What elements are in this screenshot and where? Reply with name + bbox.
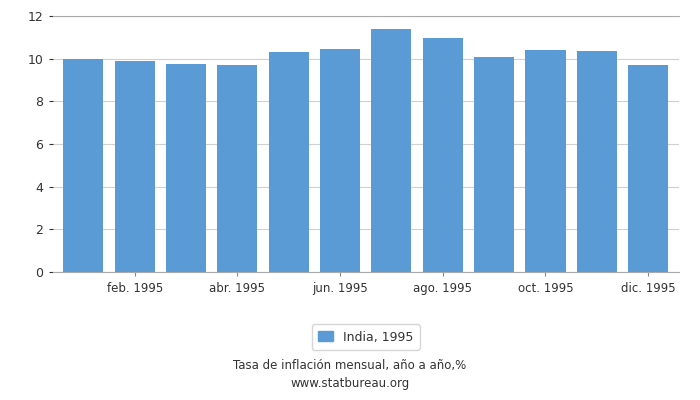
Text: www.statbureau.org: www.statbureau.org [290, 378, 410, 390]
Bar [526, 50, 566, 272]
Bar [115, 62, 155, 272]
Bar [320, 49, 360, 272]
Bar [628, 65, 668, 272]
Bar [474, 56, 514, 272]
Text: Tasa de inflación mensual, año a año,%: Tasa de inflación mensual, año a año,% [233, 360, 467, 372]
Bar [63, 59, 104, 272]
Bar [269, 52, 309, 272]
Bar [372, 29, 412, 272]
Bar [217, 66, 258, 272]
Legend: India, 1995: India, 1995 [312, 324, 420, 350]
Bar [423, 38, 463, 272]
Bar [166, 64, 206, 272]
Bar [577, 51, 617, 272]
